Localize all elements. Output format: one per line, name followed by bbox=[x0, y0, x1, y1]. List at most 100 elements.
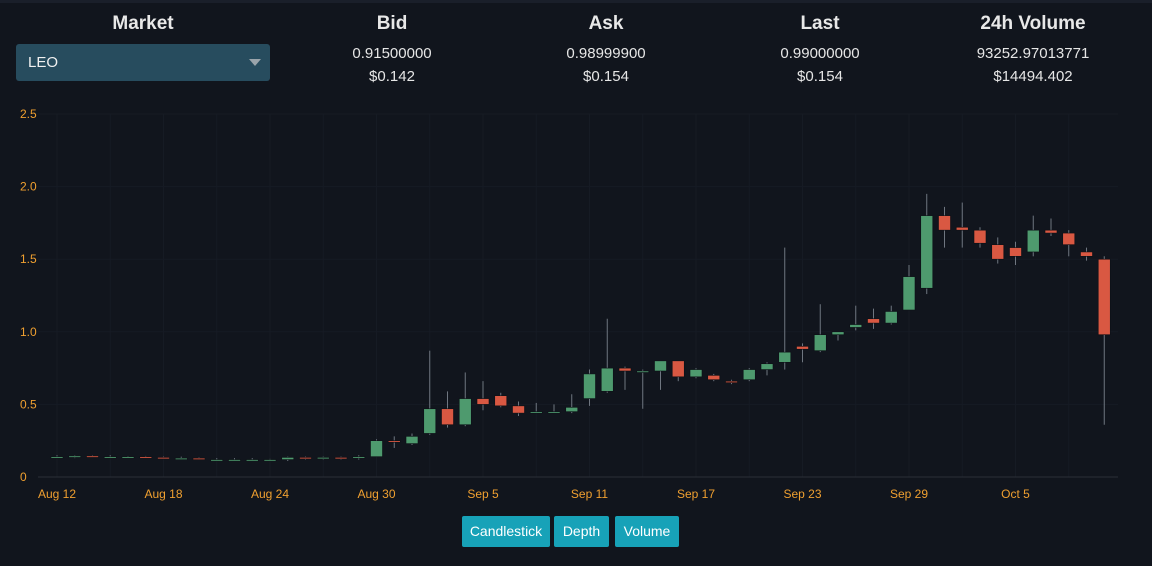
candlestick-button[interactable]: Candlestick bbox=[462, 516, 550, 547]
ask-column: Ask 0.98999900 $0.154 bbox=[506, 13, 706, 85]
candle-body bbox=[387, 440, 401, 443]
candle-body bbox=[68, 455, 82, 458]
candle-body bbox=[547, 411, 561, 414]
caret-down-icon bbox=[249, 59, 261, 66]
candle-body bbox=[370, 440, 383, 457]
market-title: Market bbox=[112, 13, 174, 34]
candle-body bbox=[778, 351, 792, 363]
candle-body bbox=[157, 457, 170, 460]
y-tick-label: 1.5 bbox=[20, 252, 37, 266]
candle-body bbox=[50, 456, 64, 459]
y-tick-label: 2.5 bbox=[20, 107, 37, 121]
candle-body bbox=[831, 331, 845, 336]
candle-body bbox=[458, 398, 472, 426]
candle-body bbox=[920, 215, 934, 289]
market-column: Market bbox=[16, 13, 270, 35]
candle-body bbox=[1044, 229, 1058, 234]
candle-body bbox=[86, 455, 99, 458]
market-select-value: LEO bbox=[28, 54, 59, 71]
candle-body bbox=[867, 318, 880, 324]
last-column: Last 0.99000000 $0.154 bbox=[720, 13, 920, 85]
candle-body bbox=[1080, 251, 1093, 257]
candle-body bbox=[1062, 232, 1076, 245]
volume-title: 24h Volume bbox=[980, 13, 1086, 34]
x-tick-label: Aug 30 bbox=[357, 487, 395, 501]
candle-body bbox=[565, 407, 579, 412]
candle-body bbox=[760, 363, 774, 370]
candle-body bbox=[423, 408, 437, 434]
candle-body bbox=[174, 457, 188, 460]
candle-body bbox=[281, 457, 295, 460]
candle-body bbox=[512, 405, 525, 414]
candle-body bbox=[352, 456, 366, 459]
depth-button[interactable]: Depth bbox=[554, 516, 609, 547]
x-tick-label: Sep 17 bbox=[677, 487, 715, 501]
candle-body bbox=[103, 456, 117, 459]
candle-body bbox=[299, 457, 312, 460]
candle-body bbox=[725, 380, 738, 383]
candle-body bbox=[139, 456, 153, 459]
candle-body bbox=[121, 456, 135, 459]
candle-body bbox=[600, 367, 614, 392]
candle-body bbox=[405, 436, 419, 444]
bid-title: Bid bbox=[376, 13, 408, 34]
top-border bbox=[0, 0, 1152, 3]
candle-body bbox=[476, 398, 490, 405]
candle-body bbox=[991, 244, 1005, 260]
candle-body bbox=[210, 459, 224, 462]
last-usd: $0.154 bbox=[797, 68, 843, 85]
candle-body bbox=[1097, 258, 1111, 336]
last-title: Last bbox=[800, 13, 840, 34]
candle-body bbox=[1009, 247, 1022, 257]
ask-usd: $0.154 bbox=[583, 68, 629, 85]
candle-body bbox=[849, 324, 863, 328]
ask-value: 0.98999900 bbox=[566, 45, 646, 62]
volume-button[interactable]: Volume bbox=[615, 516, 679, 547]
candle-body bbox=[955, 226, 969, 231]
candle-body bbox=[654, 360, 667, 372]
candle-body bbox=[902, 276, 916, 311]
candlestick-chart[interactable]: 2.5 2.0 1.5 1.0 0.5 0 Aug 12 Aug 18 Aug 24 Aug 30… bbox=[0, 100, 1152, 510]
x-tick-label: Aug 24 bbox=[251, 487, 289, 501]
y-tick-label: 1.0 bbox=[20, 325, 37, 339]
candle-body bbox=[529, 411, 543, 414]
candle-body bbox=[689, 369, 703, 378]
candle-body bbox=[1026, 229, 1040, 253]
volume-value: 93252.97013771 bbox=[976, 45, 1090, 62]
x-tick-label: Aug 18 bbox=[144, 487, 182, 501]
x-tick-label: Oct 5 bbox=[1001, 487, 1030, 501]
candle-body bbox=[671, 360, 685, 378]
x-tick-label: Sep 11 bbox=[571, 487, 608, 501]
market-select[interactable]: LEO bbox=[16, 44, 270, 81]
y-tick-label: 0.5 bbox=[20, 397, 37, 411]
y-tick-label: 0 bbox=[20, 470, 27, 484]
candle-body bbox=[494, 395, 508, 407]
candle-body bbox=[796, 346, 809, 350]
candle-body bbox=[884, 311, 898, 324]
bid-column: Bid 0.91500000 $0.142 bbox=[292, 13, 492, 85]
candle-body bbox=[583, 373, 596, 399]
x-tick-label: Sep 29 bbox=[890, 487, 928, 501]
volume-column: 24h Volume 93252.97013771 $14494.402 bbox=[933, 13, 1133, 85]
x-tick-label: Aug 12 bbox=[38, 487, 76, 501]
candle-body bbox=[707, 375, 721, 381]
volume-usd: $14494.402 bbox=[993, 68, 1073, 85]
candle-body bbox=[334, 457, 348, 460]
candle-body bbox=[813, 334, 827, 351]
candle-body bbox=[245, 459, 259, 462]
x-tick-label: Sep 5 bbox=[467, 487, 499, 501]
candle-body bbox=[228, 459, 241, 462]
candle-body bbox=[973, 229, 987, 244]
bid-value: 0.91500000 bbox=[352, 45, 432, 62]
candle-body bbox=[618, 367, 632, 372]
candle-body bbox=[441, 408, 454, 426]
y-tick-label: 2.0 bbox=[20, 180, 37, 194]
bid-usd: $0.142 bbox=[369, 68, 415, 85]
candle-body bbox=[742, 369, 756, 381]
x-tick-label: Sep 23 bbox=[783, 487, 821, 501]
candle-body bbox=[636, 370, 650, 373]
ask-title: Ask bbox=[588, 13, 624, 34]
candle-body bbox=[263, 459, 277, 462]
candle-body bbox=[192, 457, 206, 460]
candle-body bbox=[938, 215, 951, 231]
